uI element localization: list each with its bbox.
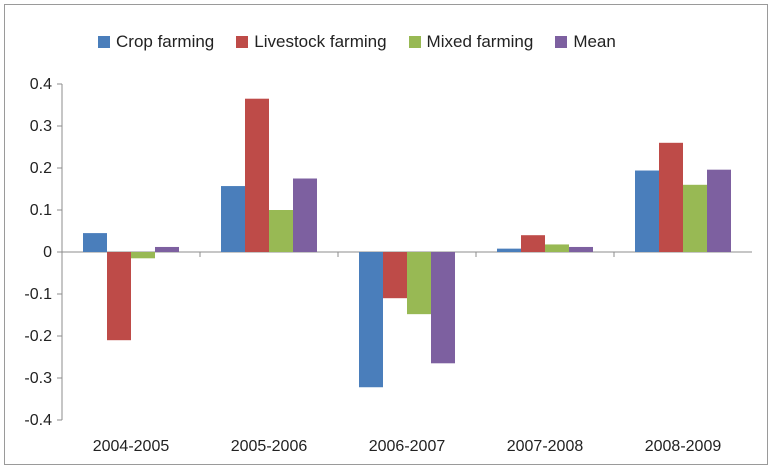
bar-livestock-farming-2006-2007 (383, 252, 407, 299)
bar-livestock-farming-2005-2006 (245, 98, 269, 252)
legend-label: Crop farming (116, 32, 215, 51)
y-tick-label: -0.3 (24, 370, 52, 387)
bar-mean-2004-2005 (155, 246, 179, 252)
bar-crop-farming-2005-2006 (221, 186, 245, 252)
legend-label: Mixed farming (426, 32, 534, 51)
y-tick-label: 0.1 (30, 202, 52, 219)
y-tick-label: 0.3 (30, 118, 52, 135)
legend-label: Mean (573, 32, 616, 51)
x-tick-label: 2007-2008 (507, 438, 584, 455)
legend-swatch (555, 36, 568, 48)
legend-label: Livestock farming (254, 32, 387, 51)
bar-mixed-farming-2008-2009 (683, 184, 707, 252)
bar-livestock-farming-2007-2008 (521, 235, 545, 252)
bar-mixed-farming-2007-2008 (545, 244, 569, 252)
legend-item: Mixed farming (408, 32, 534, 52)
legend-item: Livestock farming (236, 32, 387, 52)
x-tick-label: 2004-2005 (93, 438, 170, 455)
bar-mean-2005-2006 (293, 178, 317, 252)
y-tick-label: 0.4 (30, 76, 52, 93)
bar-mean-2008-2009 (707, 169, 731, 252)
legend-item: Crop farming (98, 32, 214, 52)
legend-swatch (98, 36, 110, 48)
x-tick-label: 2008-2009 (645, 438, 722, 455)
legend-swatch (408, 36, 421, 48)
y-tick-label: -0.4 (24, 412, 52, 429)
bar-crop-farming-2007-2008 (497, 248, 521, 252)
y-tick-label: 0 (43, 244, 52, 261)
bar-mean-2006-2007 (431, 252, 455, 364)
legend-swatch (236, 36, 249, 48)
y-tick-label: 0.2 (30, 160, 52, 177)
bar-mean-2007-2008 (569, 246, 593, 252)
bar-crop-farming-2004-2005 (83, 233, 107, 252)
y-tick-label: -0.2 (24, 328, 52, 345)
x-tick-label: 2005-2006 (231, 438, 308, 455)
bar-mixed-farming-2006-2007 (407, 252, 431, 315)
legend: Crop farming Livestock farming Mixed farmi… (98, 30, 616, 54)
bar-mixed-farming-2004-2005 (131, 252, 155, 259)
y-tick-label: -0.1 (24, 286, 52, 303)
bar-crop-farming-2006-2007 (359, 252, 383, 388)
x-tick-label: 2006-2007 (369, 438, 446, 455)
legend-item: Mean (555, 32, 616, 52)
bar-livestock-farming-2004-2005 (107, 252, 131, 341)
bar-mixed-farming-2005-2006 (269, 210, 293, 252)
bar-crop-farming-2008-2009 (635, 170, 659, 252)
bar-livestock-farming-2008-2009 (659, 142, 683, 252)
